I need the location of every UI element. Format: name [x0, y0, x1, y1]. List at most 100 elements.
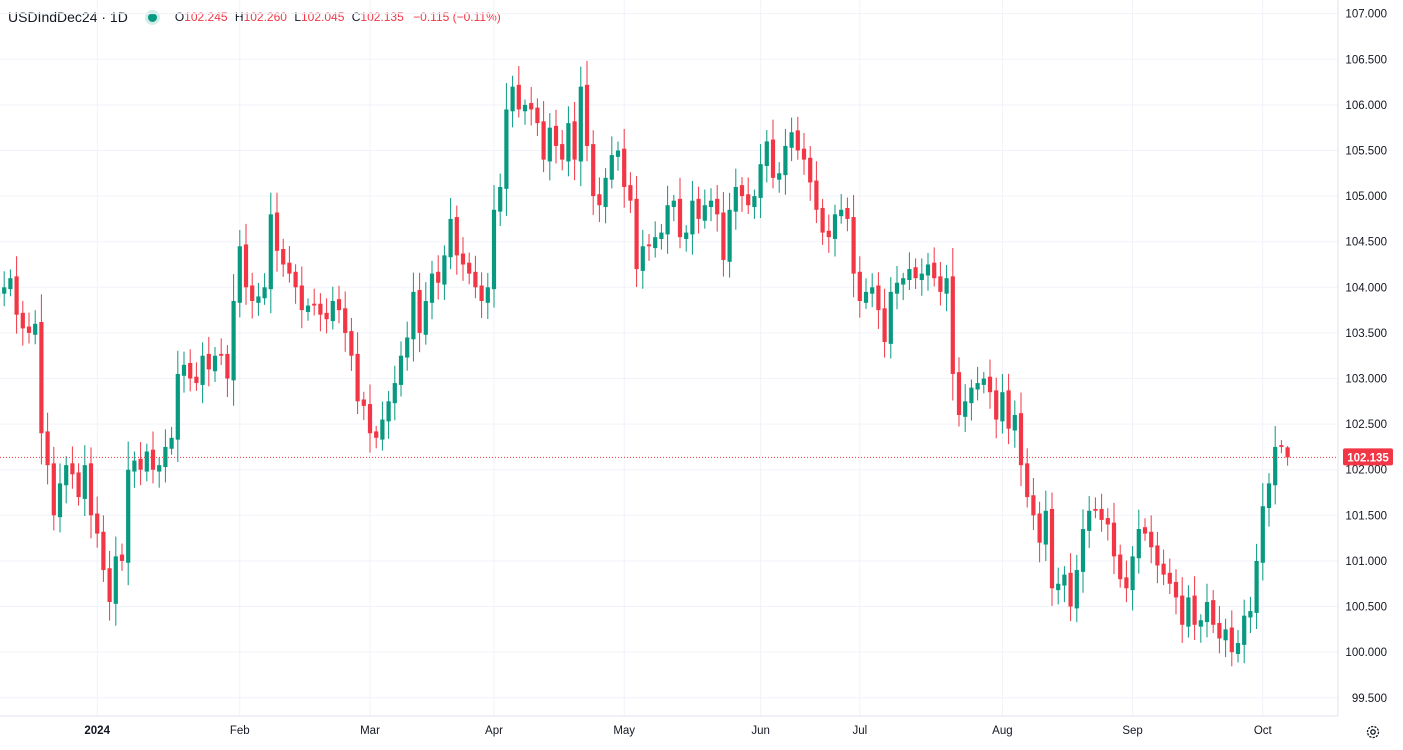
candle — [1136, 509, 1141, 574]
candle — [882, 288, 887, 358]
candle — [442, 245, 447, 301]
candle — [1192, 576, 1197, 640]
candle — [417, 272, 422, 353]
candle — [578, 66, 583, 187]
candle — [770, 119, 776, 189]
candle — [479, 272, 484, 318]
candle — [863, 278, 869, 309]
candle — [715, 185, 720, 232]
candle — [758, 144, 763, 219]
candle — [764, 130, 769, 183]
candle — [653, 221, 658, 258]
y-tick-label: 101.500 — [1345, 510, 1387, 522]
candle — [268, 192, 273, 314]
symbol-label[interactable]: USDIndDec24 · 1D — [8, 9, 128, 25]
candle — [739, 177, 745, 212]
candle — [157, 457, 162, 488]
candle — [231, 274, 236, 406]
candle — [212, 347, 218, 382]
candle — [1285, 446, 1290, 466]
candle — [1279, 440, 1284, 454]
candle — [200, 342, 205, 404]
candle — [386, 390, 391, 439]
candle — [101, 515, 106, 582]
x-tick-label: 2024 — [84, 725, 110, 737]
candle — [343, 291, 348, 352]
candle — [789, 117, 794, 162]
candle — [808, 146, 813, 201]
candle — [553, 109, 559, 164]
candle — [312, 288, 317, 316]
close-label: C — [351, 10, 361, 24]
candle — [1012, 400, 1017, 448]
candle — [250, 272, 255, 319]
time-axis[interactable]: 2024 Feb Mar Apr May Jun Jul Aug Sep Oct — [0, 715, 1338, 737]
candle — [1037, 501, 1042, 563]
candle — [1186, 585, 1191, 638]
candle — [535, 98, 540, 137]
candle — [318, 293, 323, 332]
candle — [777, 162, 782, 193]
candle — [194, 362, 199, 391]
candle — [851, 194, 856, 298]
candle — [584, 60, 590, 162]
candle — [206, 336, 211, 387]
candle — [485, 272, 490, 319]
candle — [274, 192, 280, 272]
candle — [1018, 392, 1024, 487]
candle — [925, 253, 931, 291]
candle — [398, 341, 404, 397]
candle — [1242, 599, 1247, 664]
candle — [8, 269, 13, 297]
candle — [436, 255, 441, 300]
candle — [1087, 496, 1092, 548]
candle — [907, 252, 912, 290]
candle — [64, 456, 69, 504]
candle — [603, 168, 608, 224]
candle — [70, 446, 75, 489]
candle — [293, 264, 298, 304]
candle — [39, 294, 44, 465]
candle — [1056, 567, 1061, 605]
y-tick-label: 107.000 — [1345, 9, 1387, 21]
candle — [107, 550, 112, 621]
candle — [981, 371, 986, 394]
candle — [1130, 546, 1135, 611]
candle — [504, 83, 509, 216]
y-tick-label: 106.500 — [1345, 54, 1387, 66]
candle — [76, 463, 81, 506]
price-axis[interactable]: 107.000 106.500 106.000 105.500 105.000 104.5… — [1337, 0, 1393, 716]
candle — [932, 247, 937, 287]
candle — [181, 351, 187, 393]
candle — [529, 86, 534, 126]
candle — [1025, 448, 1030, 508]
candle — [572, 101, 577, 181]
candle — [975, 366, 980, 401]
high-label: H — [234, 10, 244, 24]
candle — [615, 141, 621, 171]
candle — [1099, 493, 1104, 532]
gear-icon[interactable] — [1365, 724, 1381, 740]
x-tick-label: Sep — [1122, 725, 1142, 737]
candle — [541, 101, 546, 173]
low-label: L — [294, 10, 301, 24]
candle — [963, 384, 968, 433]
candle — [219, 338, 224, 366]
candle — [560, 129, 565, 171]
candle — [1080, 509, 1086, 593]
y-tick-label: 102.500 — [1345, 419, 1387, 431]
candle — [870, 273, 875, 308]
candle — [144, 443, 149, 482]
y-tick-label: 105.500 — [1345, 145, 1387, 157]
grid — [0, 0, 1338, 716]
candle — [355, 332, 360, 415]
candle — [1229, 610, 1234, 667]
candle — [938, 261, 943, 306]
candle — [956, 357, 962, 427]
candle — [95, 496, 100, 548]
candle — [622, 128, 627, 208]
y-tick-label: 99.500 — [1352, 693, 1387, 705]
candle — [752, 189, 757, 219]
candle — [1204, 583, 1210, 638]
